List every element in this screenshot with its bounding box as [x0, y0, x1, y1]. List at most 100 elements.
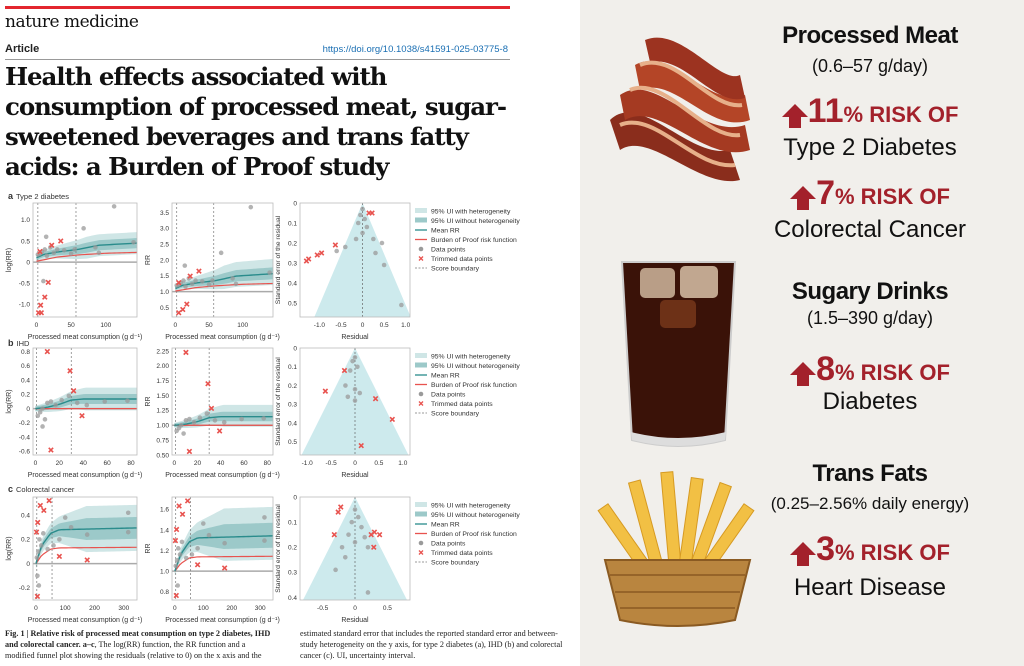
data-point	[346, 532, 351, 537]
x-tick-label: 0.5	[380, 322, 389, 329]
plot-frame	[32, 347, 138, 456]
x-tick-label: 100	[237, 322, 248, 329]
trimmed-data-point	[196, 268, 202, 274]
x-tick-label: 60	[240, 460, 248, 467]
data-point	[189, 552, 195, 557]
data-point	[111, 204, 117, 209]
data-point	[210, 278, 215, 283]
y-axis-label: Standard error of the residual	[275, 357, 282, 446]
trimmed-data-point	[314, 252, 321, 258]
trimmed-data-point	[172, 537, 179, 544]
legend-swatch	[415, 353, 427, 358]
disease-label: Diabetes	[822, 388, 918, 415]
y-tick-label: 0.1	[288, 364, 297, 371]
trimmed-data-point	[335, 509, 341, 515]
data-point	[364, 224, 370, 230]
data-point	[352, 386, 358, 392]
legend-label: Burden of Proof risk function	[431, 382, 517, 389]
y-tick-label: 3.5	[160, 210, 169, 217]
data-point	[352, 539, 358, 545]
disease-label: Colorectal Cancer	[773, 216, 967, 243]
data-point	[93, 245, 98, 250]
trimmed-data-point	[216, 428, 223, 434]
trimmed-data-point	[332, 242, 339, 248]
data-point	[200, 279, 205, 284]
data-point	[353, 236, 359, 242]
x-tick-label: 80	[127, 460, 135, 467]
legend-label: Trimmed data points	[431, 401, 493, 408]
y-tick-label: 1.50	[156, 393, 169, 400]
data-point	[262, 538, 267, 543]
doi-link[interactable]: https://doi.org/10.1038/s41591-025-03775…	[322, 44, 508, 55]
x-tick-label: 100	[100, 322, 111, 329]
y-tick-label: 0.5	[21, 238, 30, 245]
disease-label: Heart Disease	[793, 574, 947, 601]
x-tick-label: 60	[103, 460, 111, 467]
trimmed-data-point	[194, 562, 201, 568]
data-point	[187, 416, 192, 422]
x-tick-label: 200	[89, 605, 100, 612]
data-point	[355, 364, 360, 370]
data-point	[81, 226, 86, 231]
y-axis-label: Standard error of the residual	[275, 215, 282, 304]
x-tick-label: 40	[80, 460, 88, 467]
data-point	[102, 399, 108, 404]
x-tick-label: 20	[194, 460, 202, 467]
data-point	[183, 418, 189, 423]
y-tick-label: 0.6	[21, 363, 30, 370]
trimmed-data-point	[175, 310, 182, 316]
data-point	[68, 251, 74, 256]
x-tick-label: 0	[353, 460, 357, 467]
legend-swatch	[418, 540, 424, 546]
x-axis-label: Residual	[341, 472, 369, 479]
x-axis-label: Processed meat consumption (g d⁻¹)	[28, 334, 143, 341]
legend-swatch	[418, 550, 424, 555]
x-tick-label: -0.5	[325, 460, 337, 467]
legend-label: 95% UI with heterogeneity	[431, 209, 511, 216]
data-point	[74, 400, 80, 406]
data-point	[68, 524, 74, 530]
mean-rr-line	[174, 535, 274, 572]
data-point	[40, 406, 45, 411]
legend-label: 95% UI with heterogeneity	[431, 503, 511, 510]
plot-frame	[299, 496, 411, 601]
data-point	[183, 284, 188, 289]
x-tick-label: 20	[56, 460, 64, 467]
data-point	[343, 383, 348, 388]
x-tick-label: 0.5	[383, 605, 392, 612]
bop-risk-function-line	[35, 546, 138, 564]
data-point	[345, 394, 351, 400]
y-tick-label: 0.4	[288, 595, 297, 602]
data-point	[333, 567, 338, 573]
x-axis-label: Processed meat consumption (g d⁻¹)	[28, 617, 143, 624]
x-axis-label: Processed meat consumption (g d⁻¹)	[165, 617, 280, 624]
x-axis-label: Processed meat consumption (g d⁻¹)	[28, 472, 143, 479]
article-type: Article	[5, 43, 40, 55]
y-tick-label: 1.2	[160, 548, 169, 555]
trimmed-data-point	[337, 504, 344, 510]
trimmed-data-point	[42, 294, 48, 300]
data-point	[35, 549, 41, 554]
legend-label: 95% UI with heterogeneity	[431, 354, 511, 361]
legend-label: 95% UI without heterogeneity	[431, 512, 520, 519]
plot-frame	[171, 496, 274, 601]
risk-stat: 11% RISK OF	[781, 92, 959, 130]
data-point	[125, 398, 130, 404]
data-point	[206, 532, 212, 538]
data-point	[355, 514, 361, 520]
y-tick-label: 3.0	[160, 226, 169, 233]
data-point	[174, 558, 180, 563]
data-point	[342, 554, 348, 560]
legend-label: Mean RR	[431, 373, 460, 380]
legend-swatch	[415, 362, 427, 368]
legend-swatch	[415, 217, 427, 223]
data-point	[267, 270, 272, 275]
x-tick-label: 0	[35, 322, 39, 329]
y-tick-label: 2.0	[160, 257, 169, 264]
fries-basket-image	[597, 471, 755, 627]
risk-stat: 7% RISK OF	[790, 174, 950, 212]
data-point	[379, 240, 385, 246]
y-tick-label: 0	[293, 200, 297, 207]
legend-label: Burden of Proof risk function	[431, 531, 517, 538]
data-point	[230, 276, 235, 281]
